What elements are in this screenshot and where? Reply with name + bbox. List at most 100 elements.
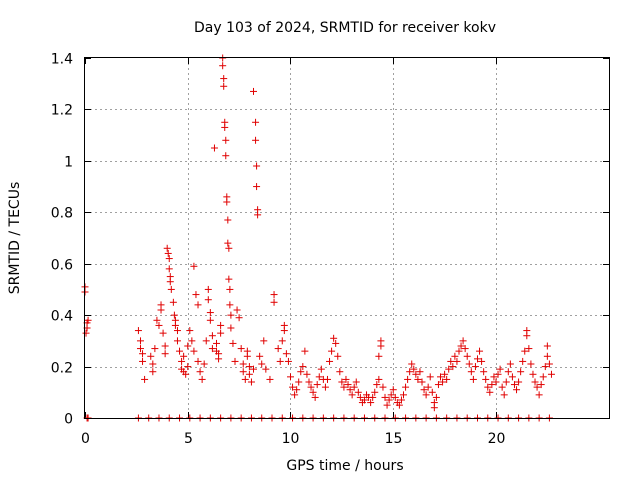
data-point: [84, 316, 92, 324]
data-point: [204, 296, 212, 304]
data-point: [173, 327, 181, 335]
data-point: [369, 393, 377, 401]
data-point: [198, 375, 206, 383]
data-point: [418, 378, 426, 386]
data-point: [252, 118, 260, 126]
data-point: [342, 375, 350, 383]
data-point: [289, 383, 297, 391]
data-point: [321, 383, 329, 391]
data-point: [432, 393, 440, 401]
data-point: [169, 298, 177, 306]
data-point: [313, 381, 321, 389]
data-point: [478, 357, 486, 365]
data-point: [284, 357, 292, 365]
y-tick-label: 1.2: [51, 103, 73, 119]
data-point: [490, 373, 498, 381]
data-point: [184, 363, 192, 371]
data-point: [406, 368, 414, 376]
data-point: [188, 337, 196, 345]
data-point: [352, 378, 360, 386]
data-point: [527, 360, 535, 368]
data-point: [510, 381, 518, 389]
data-point: [523, 327, 531, 335]
data-point: [434, 381, 442, 389]
data-point: [422, 391, 430, 399]
data-point: [184, 342, 192, 350]
data-point: [206, 316, 214, 324]
data-point: [494, 370, 502, 378]
data-point: [222, 152, 230, 160]
data-point: [196, 368, 204, 376]
data-point: [163, 244, 171, 252]
data-point: [247, 378, 255, 386]
data-point: [414, 375, 422, 383]
data-point: [229, 339, 237, 347]
y-tick-labels: 0 0.2 0.4 0.6 0.8 1 1.2 1.4: [51, 52, 73, 428]
data-point: [235, 314, 243, 322]
data-point: [221, 123, 229, 131]
data-point: [208, 345, 216, 353]
data-point: [519, 357, 527, 365]
data-point: [155, 321, 163, 329]
data-point: [227, 324, 235, 332]
data-point: [535, 391, 543, 399]
data-point: [367, 399, 375, 407]
data-point: [233, 306, 241, 314]
y-tick-label: 1.4: [51, 52, 73, 68]
data-point: [500, 391, 508, 399]
data-point: [219, 62, 227, 70]
data-point: [473, 355, 481, 363]
data-point: [139, 350, 147, 358]
data-point: [274, 345, 282, 353]
data-point: [215, 355, 223, 363]
x-tick-label: 5: [184, 431, 193, 447]
x-tick-label: 0: [81, 431, 90, 447]
data-point: [354, 388, 362, 396]
data-point: [533, 383, 541, 391]
y-tick-label: 0.6: [51, 258, 73, 274]
data-point: [291, 391, 299, 399]
data-point: [375, 375, 383, 383]
data-point: [225, 244, 233, 252]
data-point: [436, 373, 444, 381]
data-point: [469, 375, 477, 383]
data-point: [225, 275, 233, 283]
data-point: [453, 357, 461, 365]
data-point: [492, 378, 500, 386]
data-point: [141, 375, 149, 383]
data-point: [334, 352, 342, 360]
data-point: [430, 404, 438, 412]
data-point: [278, 337, 286, 345]
data-point: [416, 368, 424, 376]
data-point: [517, 368, 525, 376]
data-point: [328, 347, 336, 355]
data-point: [383, 401, 391, 409]
data-point: [317, 365, 325, 373]
data-point: [547, 370, 555, 378]
data-point: [502, 378, 510, 386]
data-point: [348, 391, 356, 399]
data-point: [217, 321, 225, 329]
data-point: [208, 332, 216, 340]
data-point: [231, 357, 239, 365]
data-point: [504, 368, 512, 376]
data-point: [426, 373, 434, 381]
data-point: [182, 370, 190, 378]
data-point: [220, 75, 228, 83]
data-point: [338, 378, 346, 386]
data-point: [323, 375, 331, 383]
data-point: [276, 357, 284, 365]
data-point: [173, 337, 181, 345]
data-point: [506, 360, 514, 368]
data-point: [543, 342, 551, 350]
data-point: [190, 347, 198, 355]
x-tick-label: 15: [385, 431, 403, 447]
data-point: [381, 393, 389, 401]
data-point: [223, 198, 231, 206]
data-point: [194, 301, 202, 309]
data-point: [149, 360, 157, 368]
data-point: [270, 298, 278, 306]
data-point: [170, 311, 178, 319]
data-point: [463, 352, 471, 360]
